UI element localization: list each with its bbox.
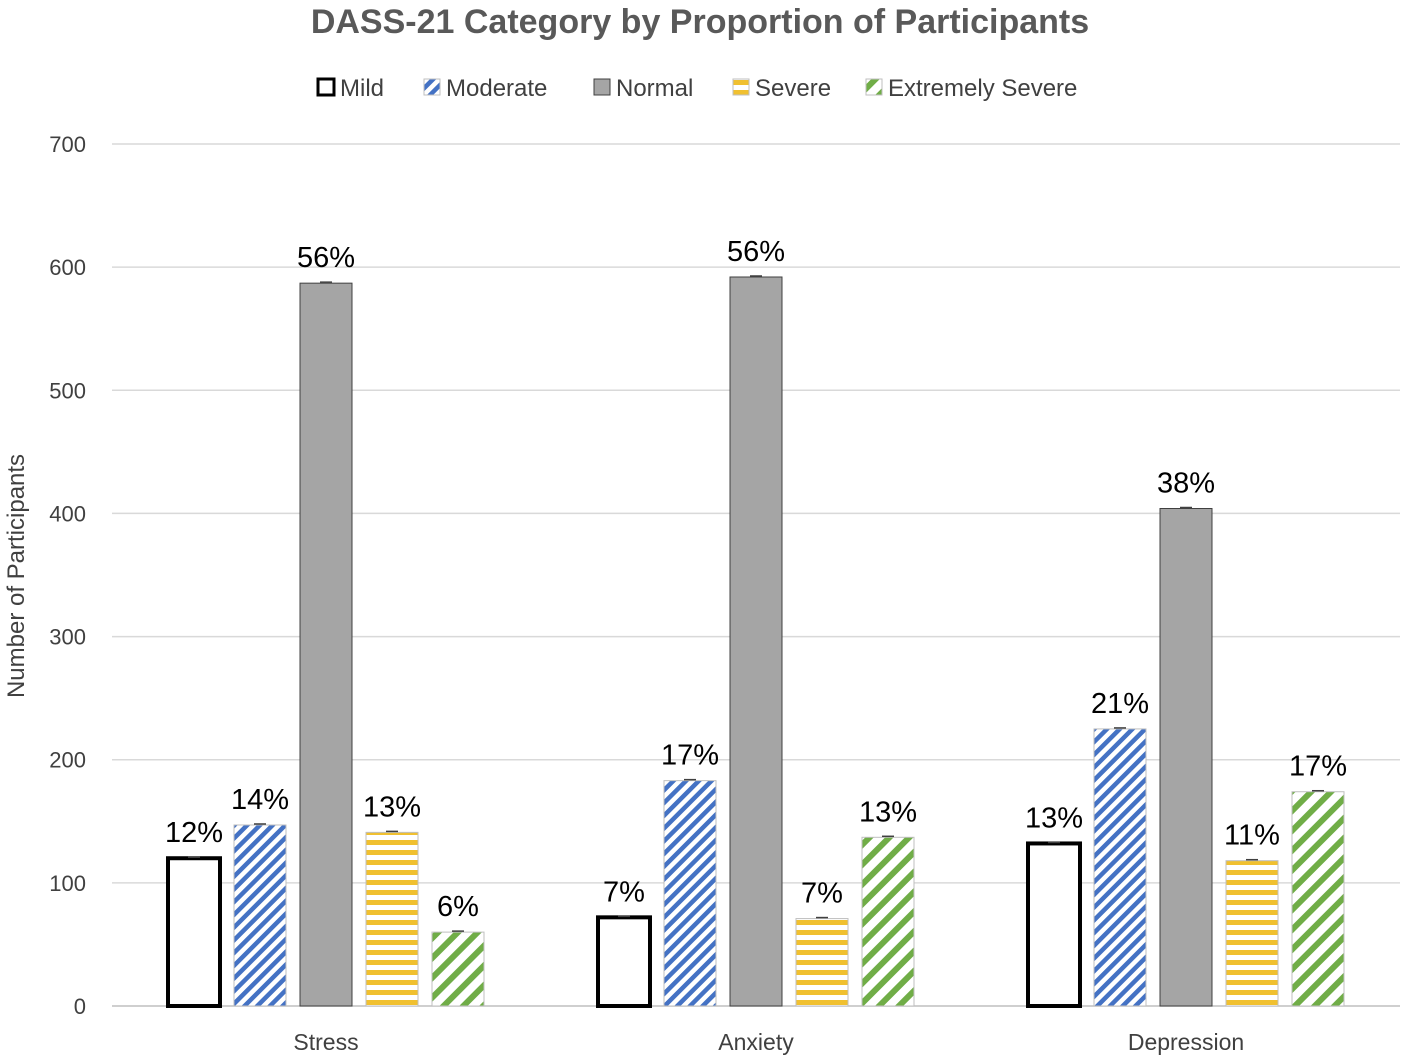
legend-label-mild: Mild bbox=[340, 75, 384, 102]
legend-label-extremely-severe: Extremely Severe bbox=[888, 75, 1077, 102]
data-label-depression-mild: 13% bbox=[1025, 802, 1083, 834]
y-tick-label: 0 bbox=[74, 994, 86, 1019]
category-label-depression: Depression bbox=[1128, 1029, 1244, 1055]
data-label-stress-moderate: 14% bbox=[231, 784, 289, 816]
bar-stress-severe bbox=[365, 831, 419, 1007]
bar-depression-moderate bbox=[1093, 728, 1147, 1007]
chart-title: DASS-21 Category by Proportion of Partic… bbox=[311, 3, 1089, 41]
y-tick-label: 300 bbox=[49, 625, 86, 650]
data-label-stress-normal: 56% bbox=[297, 242, 355, 274]
y-tick-label: 500 bbox=[49, 378, 86, 403]
bar-anxiety-extremely-severe bbox=[861, 836, 915, 1007]
legend-swatch-mild bbox=[316, 77, 336, 97]
data-label-depression-normal: 38% bbox=[1157, 468, 1215, 500]
bar-depression-mild bbox=[1026, 841, 1082, 1008]
bar-anxiety-severe bbox=[795, 918, 849, 1007]
legend-label-moderate: Moderate bbox=[446, 75, 547, 102]
category-label-anxiety: Anxiety bbox=[718, 1029, 794, 1055]
bars bbox=[166, 275, 1345, 1009]
y-tick-label: 200 bbox=[49, 748, 86, 773]
data-label-depression-moderate: 21% bbox=[1091, 688, 1149, 720]
bar-stress-mild bbox=[166, 856, 222, 1008]
y-tick-label: 100 bbox=[49, 871, 86, 896]
data-label-depression-severe: 11% bbox=[1224, 820, 1280, 852]
data-labels: 12%14% 56% 13% 6% 7% 17% 56% 7% 13% 13% 21% 38% 11% 1… bbox=[165, 236, 1347, 923]
bar-anxiety-normal bbox=[729, 276, 783, 1007]
data-label-depression-extremely-severe: 17% bbox=[1289, 751, 1347, 783]
y-axis-ticks: 0 100 200 300 400 500 600 700 bbox=[49, 132, 86, 1019]
data-label-anxiety-normal: 56% bbox=[727, 236, 785, 268]
x-axis-categories: Stress Anxiety Depression bbox=[293, 1029, 1244, 1055]
data-label-stress-extremely-severe: 6% bbox=[437, 891, 479, 923]
y-tick-label: 400 bbox=[49, 501, 86, 526]
bar-anxiety-mild bbox=[596, 915, 652, 1009]
legend-swatch-severe bbox=[732, 78, 750, 96]
legend-label-normal: Normal bbox=[616, 75, 693, 102]
legend-label-severe: Severe bbox=[755, 75, 831, 102]
data-label-anxiety-mild: 7% bbox=[603, 876, 645, 908]
data-label-anxiety-severe: 7% bbox=[801, 878, 843, 910]
bar-depression-severe bbox=[1225, 860, 1279, 1007]
bar-anxiety-moderate bbox=[663, 780, 717, 1007]
bar-stress-moderate bbox=[233, 824, 287, 1007]
data-label-anxiety-extremely-severe: 13% bbox=[859, 796, 917, 828]
category-label-stress: Stress bbox=[293, 1029, 358, 1055]
y-tick-label: 700 bbox=[49, 132, 86, 157]
data-label-stress-mild: 12% bbox=[165, 817, 223, 849]
legend-swatch-normal bbox=[593, 78, 611, 96]
data-label-anxiety-moderate: 17% bbox=[661, 740, 719, 772]
bar-depression-normal bbox=[1159, 508, 1213, 1007]
y-tick-label: 600 bbox=[49, 255, 86, 280]
bar-stress-extremely-severe bbox=[431, 931, 485, 1007]
data-label-stress-severe: 13% bbox=[363, 791, 421, 823]
y-axis-title: Number of Participants bbox=[3, 454, 30, 698]
bar-depression-extremely-severe bbox=[1291, 791, 1345, 1007]
legend: Mild Moderate Normal Severe Extremely Severe bbox=[316, 75, 1077, 102]
bar-stress-normal bbox=[299, 282, 353, 1007]
legend-swatch-extremely-severe bbox=[865, 78, 883, 96]
legend-swatch-moderate bbox=[423, 78, 441, 96]
